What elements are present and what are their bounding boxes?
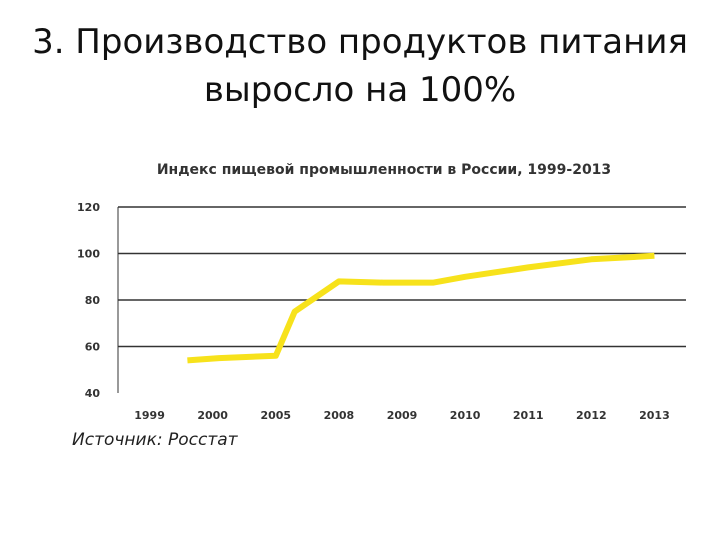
y-tick-label-80: 80 — [85, 294, 101, 307]
x-tick-label-2012: 2012 — [576, 409, 607, 422]
x-tick-label-2005: 2005 — [260, 409, 291, 422]
x-tick-label-2009: 2009 — [387, 409, 418, 422]
grid-lines — [117, 206, 686, 393]
x-tick-label-2008: 2008 — [324, 409, 355, 422]
y-tick-label-40: 40 — [85, 387, 101, 400]
x-tick-label-2000: 2000 — [197, 409, 228, 422]
x-tick-label-1999: 1999 — [134, 409, 165, 422]
x-tick-label-2010: 2010 — [450, 409, 481, 422]
y-tick-label-60: 60 — [85, 341, 101, 354]
series-line-0 — [187, 252, 655, 364]
y-axis-ticks: 120 100 80 60 40 — [77, 201, 100, 400]
series-group — [187, 252, 655, 364]
slide-title: 3. Производство продуктов питания выросл… — [0, 18, 720, 114]
x-tick-label-2013: 2013 — [639, 409, 670, 422]
y-tick-label-100: 100 — [77, 248, 100, 261]
x-axis-ticks: 1999 2000 2005 2008 2009 2010 2011 2012 2013 — [134, 409, 670, 422]
slide-title-line-2: выросло на 100% — [203, 70, 517, 110]
source-note: Источник: Росстат — [72, 430, 238, 450]
slide-title-line-1: 3. Производство продуктов питания — [32, 22, 688, 62]
x-tick-label-2011: 2011 — [513, 409, 544, 422]
chart-title: Индекс пищевой промышленности в России, … — [157, 162, 611, 178]
y-tick-label-120: 120 — [77, 201, 100, 214]
